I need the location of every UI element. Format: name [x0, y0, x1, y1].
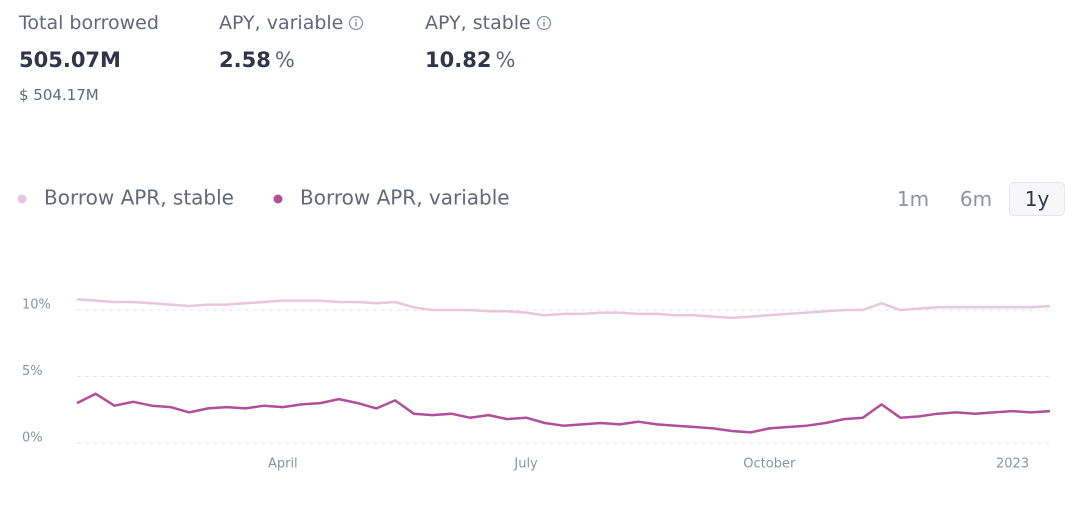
info-icon[interactable] [536, 15, 552, 31]
y-tick-label: 5% [22, 364, 43, 379]
range-button[interactable]: 6m [959, 187, 993, 211]
series-line [76, 298, 1051, 320]
legend-label: Borrow APR, stable [44, 186, 234, 210]
stat-total: Total borrowed 505.07M $ 504.17M [19, 10, 159, 104]
legend-dot [17, 194, 27, 204]
stat-label: Total borrowed [19, 12, 159, 34]
stat-label: APY, stable [425, 12, 531, 34]
stat-apy-stable: APY, stable 10.82% [425, 10, 552, 72]
stat-unit: % [274, 48, 295, 72]
x-tick-label: July [513, 457, 538, 472]
legend-label: Borrow APR, variable [300, 186, 510, 210]
info-icon[interactable] [348, 15, 364, 31]
x-tick-label: October [743, 457, 796, 472]
stat-value: 505.07M [19, 48, 121, 72]
series-line [76, 392, 1051, 434]
range-button[interactable]: 1m [896, 187, 930, 211]
stat-apy-variable: APY, variable 2.58% [219, 10, 364, 72]
stat-label: APY, variable [219, 12, 344, 34]
stat-value: 2.58 [219, 48, 271, 72]
x-tick-label: 2023 [996, 457, 1029, 472]
stat-sub: $ 504.17M [19, 86, 99, 104]
stat-unit: % [495, 48, 516, 72]
legend-dot [273, 194, 283, 204]
y-tick-label: 0% [22, 431, 43, 446]
y-tick-label: 10% [22, 297, 51, 312]
x-tick-label: April [268, 457, 298, 472]
range-button[interactable]: 1y [1009, 182, 1065, 216]
stat-value: 10.82 [425, 48, 492, 72]
